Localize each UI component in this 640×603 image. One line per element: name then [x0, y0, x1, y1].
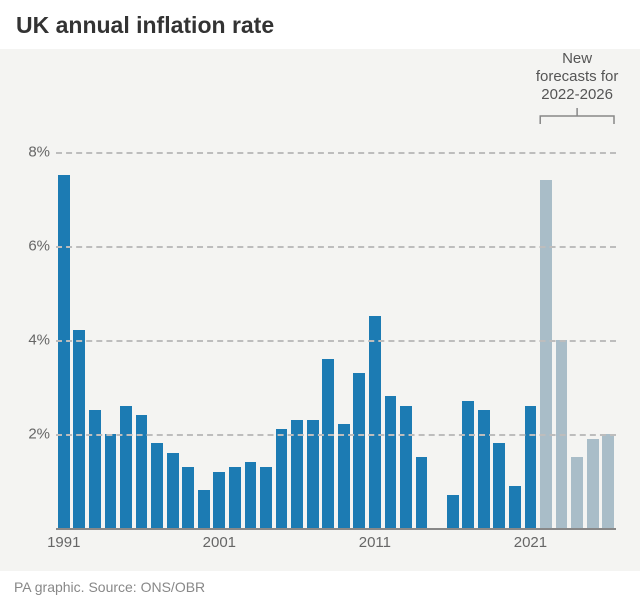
x-axis-baseline — [56, 528, 616, 530]
bar-historical — [73, 330, 85, 528]
bar-historical — [307, 420, 319, 528]
bar-historical — [105, 434, 117, 528]
y-tick-label: 6% — [28, 237, 50, 254]
source-text: PA graphic. Source: ONS/OBR — [14, 579, 205, 595]
bar-historical — [198, 490, 210, 528]
bar-forecast — [602, 434, 614, 528]
bar-historical — [509, 486, 521, 528]
bar-historical — [245, 462, 257, 528]
bar-historical — [120, 406, 132, 528]
gridline — [56, 434, 616, 436]
bar-historical — [260, 467, 272, 528]
bar-historical — [151, 443, 163, 528]
y-tick-label: 2% — [28, 425, 50, 442]
chart-container: UK annual inflation rate Newforecasts fo… — [0, 0, 640, 603]
source-bar: PA graphic. Source: ONS/OBR — [0, 571, 640, 603]
bar-historical — [58, 175, 70, 528]
bar-historical — [322, 359, 334, 528]
bar-forecast — [587, 439, 599, 528]
gridline — [56, 246, 616, 248]
x-tick-label: 2021 — [514, 534, 547, 551]
y-tick-label: 4% — [28, 331, 50, 348]
gridline — [56, 152, 616, 154]
y-tick-label: 8% — [28, 143, 50, 160]
bar-historical — [447, 495, 459, 528]
bar-forecast — [540, 180, 552, 528]
bar-historical — [353, 373, 365, 528]
bar-historical — [462, 401, 474, 528]
bar-historical — [416, 457, 428, 528]
bar-historical — [400, 406, 412, 528]
bar-historical — [213, 472, 225, 528]
bar-historical — [525, 406, 537, 528]
x-tick-label: 2011 — [359, 534, 391, 551]
bar-historical — [478, 410, 490, 528]
bar-forecast — [571, 457, 583, 528]
bar-historical — [369, 316, 381, 528]
bar-historical — [493, 443, 505, 528]
bar-historical — [167, 453, 179, 528]
bar-historical — [136, 415, 148, 528]
bar-historical — [89, 410, 101, 528]
gridline — [56, 340, 616, 342]
plot-area: 2%4%6%8% — [56, 128, 616, 528]
x-tick-label: 2001 — [203, 534, 236, 551]
bars-layer — [56, 128, 616, 528]
bar-historical — [338, 424, 350, 528]
bar-historical — [291, 420, 303, 528]
bar-historical — [276, 429, 288, 528]
x-tick-label: 1991 — [47, 534, 80, 551]
bar-historical — [229, 467, 241, 528]
bar-historical — [182, 467, 194, 528]
bar-historical — [385, 396, 397, 528]
